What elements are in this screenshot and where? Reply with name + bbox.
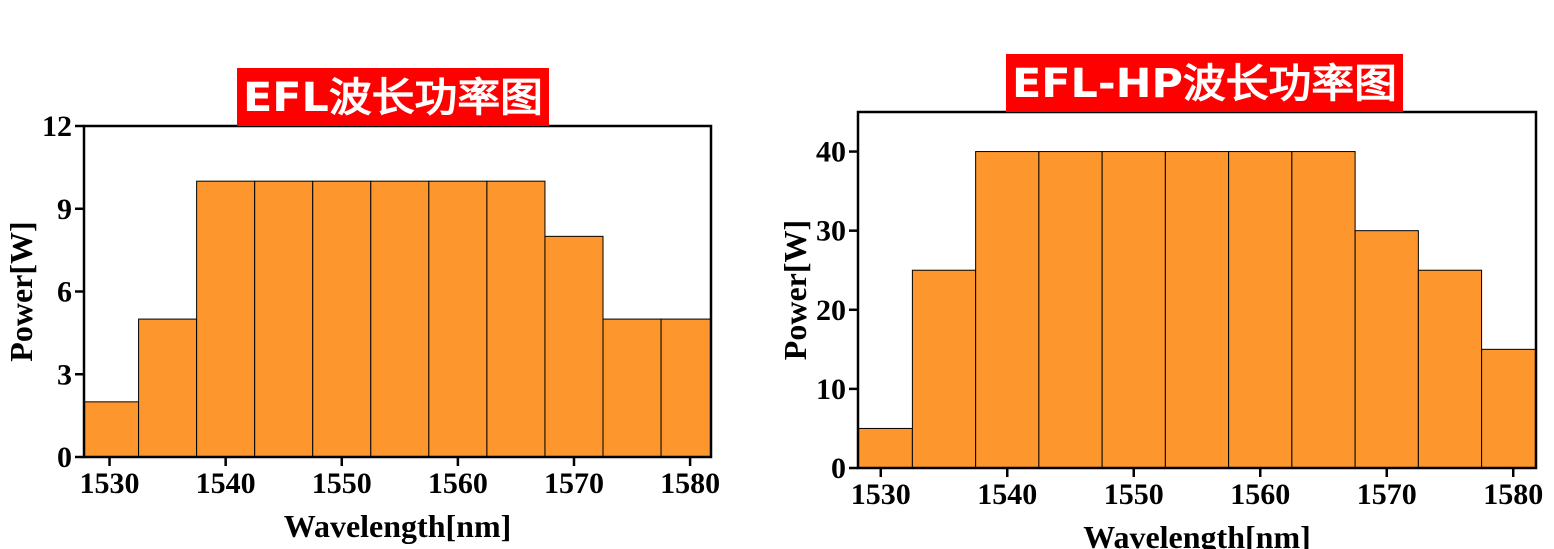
- bar: [660, 318, 712, 458]
- chart-title-background: [237, 68, 549, 126]
- bar: [1038, 151, 1103, 469]
- bar: [1354, 230, 1419, 469]
- y-axis-label: Power[W]: [3, 221, 39, 361]
- x-tick-label: 1530: [80, 467, 140, 500]
- chart-title: EFL波长功率图: [243, 75, 543, 121]
- bar: [196, 180, 256, 458]
- x-tick-label: 1540: [196, 467, 256, 500]
- y-tick-label: 40: [816, 136, 846, 169]
- x-tick-label: 1580: [1483, 478, 1543, 511]
- bar: [1101, 151, 1166, 469]
- bar: [975, 151, 1040, 469]
- bar: [1291, 151, 1356, 469]
- y-tick-label: 9: [57, 193, 72, 226]
- chart-efl: 0 3 6 9 12 1530 1540 1550 1560 1570 1580 Wavelength…: [3, 68, 720, 544]
- chart-efl-hp: 0 10 20 30 40 1530 1540 1550 1560 1570 1580 Wavelen…: [777, 54, 1543, 549]
- y-tick-label: 12: [42, 110, 72, 143]
- bar: [312, 180, 372, 458]
- x-tick-label: 1530: [851, 478, 911, 511]
- y-tick-label: 6: [57, 276, 72, 309]
- y-tick-label: 0: [57, 441, 72, 474]
- bar: [1228, 151, 1293, 469]
- x-tick-label: 1570: [1357, 478, 1417, 511]
- y-tick-label: 10: [816, 373, 846, 406]
- bar: [428, 180, 488, 458]
- bar: [138, 318, 198, 458]
- x-tick-label: 1550: [1104, 478, 1164, 511]
- x-tick-label: 1550: [312, 467, 372, 500]
- bar: [1417, 269, 1483, 469]
- bar: [544, 235, 604, 458]
- y-tick-label: 3: [57, 358, 72, 391]
- x-tick-label: 1580: [660, 467, 720, 500]
- x-tick-label: 1540: [977, 478, 1037, 511]
- bar: [602, 318, 662, 458]
- bar: [1164, 151, 1230, 469]
- chart-title-background: [1006, 54, 1403, 112]
- y-axis-label: Power[W]: [777, 220, 813, 360]
- bar: [254, 180, 314, 458]
- y-tick-label: 0: [831, 452, 846, 485]
- bar: [911, 269, 977, 469]
- bar: [1481, 348, 1537, 469]
- bar: [486, 180, 546, 458]
- x-tick-label: 1570: [544, 467, 604, 500]
- y-tick-label: 20: [816, 294, 846, 327]
- y-tick-label: 30: [816, 215, 846, 248]
- bar: [83, 401, 140, 458]
- x-axis-label: Wavelength[nm]: [1083, 519, 1311, 549]
- chart-title: EFL-HP波长功率图: [1012, 61, 1397, 107]
- bar: [857, 427, 913, 469]
- x-axis-label: Wavelength[nm]: [284, 508, 512, 544]
- x-tick-label: 1560: [1230, 478, 1290, 511]
- bar: [370, 180, 430, 458]
- x-tick-label: 1560: [428, 467, 488, 500]
